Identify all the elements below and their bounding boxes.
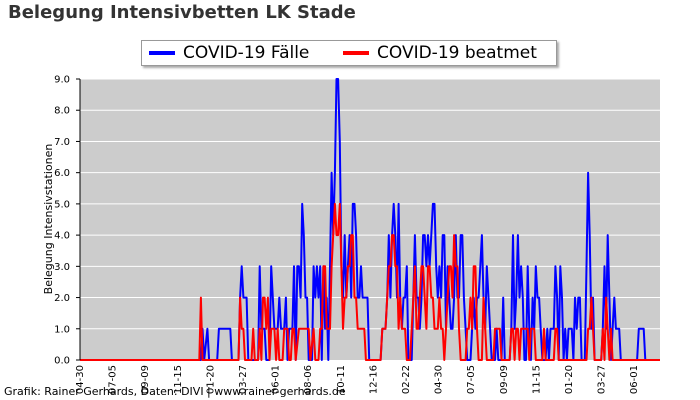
x-tick-label: 11-15: [531, 365, 542, 394]
x-tick-label: 04-30: [434, 365, 445, 394]
x-tick-label: 04-30: [75, 365, 86, 394]
x-tick-label: 09-09: [499, 365, 510, 394]
x-tick-label: 12-16: [368, 365, 379, 394]
footer-credit: Grafik: Rainer Gerhards, Daten: DIVI | w…: [4, 385, 346, 398]
x-tick-label: 07-05: [466, 365, 477, 394]
x-tick-label: 01-20: [205, 365, 216, 394]
x-tick-label: 03-27: [238, 365, 249, 394]
y-tick-label: 6.0: [54, 168, 70, 179]
y-tick-label: 3.0: [54, 262, 70, 273]
x-tick-label: 06-01: [629, 365, 640, 394]
x-tick-label: 08-06: [303, 365, 314, 394]
y-tick-label: 4.0: [54, 231, 70, 242]
plot-background: [80, 79, 660, 360]
x-tick-label: 11-15: [173, 365, 184, 394]
series-line-beatmet: [80, 202, 660, 361]
y-tick-label: 9.0: [54, 75, 70, 86]
x-tick-label: 10-11: [336, 365, 347, 394]
y-tick-label: 7.0: [54, 137, 70, 148]
x-tick-label: 02-22: [401, 365, 412, 394]
y-tick-label: 1.0: [54, 324, 70, 335]
y-tick-label: 2.0: [54, 293, 70, 304]
x-tick-label: 07-05: [108, 365, 119, 394]
y-axis-label: Belegung Intensivstationen: [42, 144, 55, 295]
legend-label-faelle: COVID-19 Fälle: [183, 43, 310, 63]
x-tick-label: 09-09: [140, 365, 151, 394]
x-tick-label: 03-27: [597, 365, 608, 394]
series-line-faelle: [80, 78, 660, 361]
legend-item-beatmet: COVID-19 beatmet: [343, 42, 537, 64]
x-tick-label: 01-20: [564, 365, 575, 394]
chart-title: Belegung Intensivbetten LK Stade: [8, 2, 356, 23]
x-tick-label: 06-01: [271, 365, 282, 394]
legend-label-beatmet: COVID-19 beatmet: [377, 43, 537, 63]
y-tick-label: 8.0: [54, 106, 70, 117]
y-tick-label: 0.0: [54, 356, 70, 367]
legend-swatch-beatmet: [343, 51, 369, 55]
legend-item-faelle: COVID-19 Fälle: [149, 42, 309, 64]
y-tick-label: 5.0: [54, 199, 70, 210]
legend-swatch-faelle: [149, 51, 175, 55]
legend: COVID-19 Fälle COVID-19 beatmet: [141, 40, 557, 66]
